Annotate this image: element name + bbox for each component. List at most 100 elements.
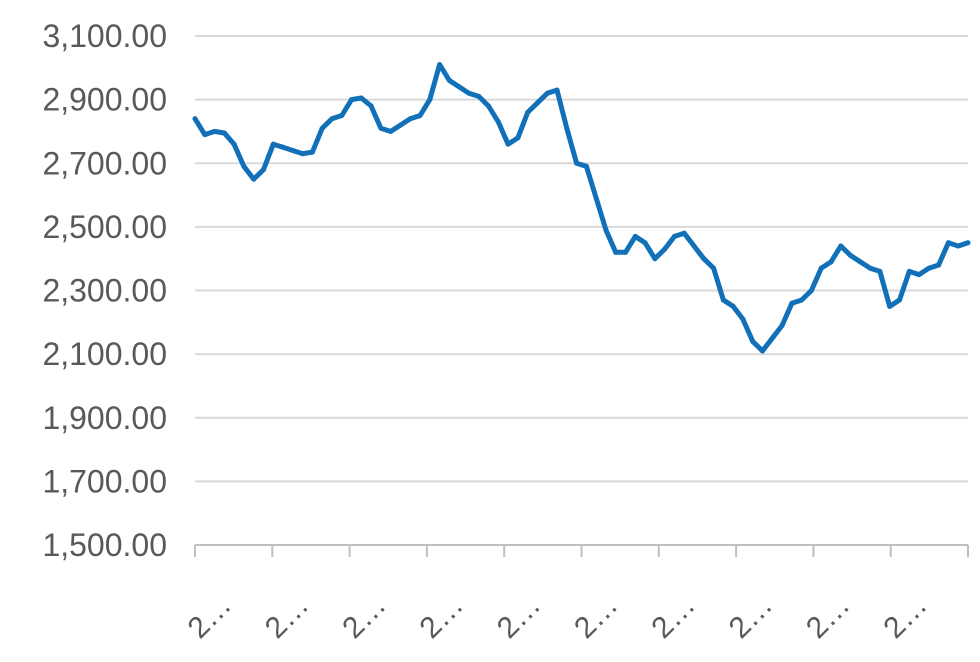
data-point	[652, 256, 658, 262]
data-point	[623, 249, 629, 255]
data-point	[720, 297, 726, 303]
data-point	[574, 160, 580, 166]
data-point	[446, 78, 452, 84]
data-point	[476, 93, 482, 99]
data-point	[906, 268, 912, 274]
data-point	[955, 243, 961, 249]
data-point	[466, 90, 472, 96]
y-tick-label: 1,900.00	[42, 400, 167, 436]
data-point	[769, 335, 775, 341]
data-point	[388, 128, 394, 134]
y-tick-label: 1,500.00	[42, 527, 167, 563]
x-tick-label: 2…	[336, 589, 392, 645]
data-point	[368, 103, 374, 109]
series-group	[192, 62, 971, 354]
data-point	[916, 272, 922, 278]
y-tick-label: 3,100.00	[42, 18, 167, 54]
series-line	[192, 62, 971, 354]
data-point	[525, 109, 531, 115]
data-point	[760, 348, 766, 354]
y-tick-label: 2,500.00	[42, 209, 167, 245]
data-point	[681, 230, 687, 236]
data-point	[789, 300, 795, 306]
y-tick-label: 2,900.00	[42, 82, 167, 118]
y-tick-label: 2,100.00	[42, 336, 167, 372]
data-point	[691, 243, 697, 249]
x-tick-label: 2…	[259, 589, 315, 645]
y-tick-label: 2,300.00	[42, 273, 167, 309]
data-point	[241, 163, 247, 169]
data-point	[309, 149, 315, 155]
data-point	[857, 259, 863, 265]
data-point	[397, 122, 403, 128]
data-point	[544, 90, 550, 96]
data-point	[945, 240, 951, 246]
data-point	[251, 176, 257, 182]
data-point	[212, 128, 218, 134]
data-point	[936, 262, 942, 268]
data-point	[730, 303, 736, 309]
data-point	[926, 265, 932, 271]
data-point	[877, 268, 883, 274]
data-point	[867, 265, 873, 271]
data-point	[358, 95, 364, 101]
data-point	[270, 141, 276, 147]
data-point	[818, 265, 824, 271]
x-tick-label: 2…	[723, 589, 779, 645]
data-point	[221, 130, 227, 136]
x-tick-label: 2…	[414, 589, 470, 645]
data-point	[613, 249, 619, 255]
y-tick-label: 2,700.00	[42, 145, 167, 181]
x-axis: 2… 2… 2… 2… 2… 2… 2… 2… 2… 2…	[182, 544, 969, 645]
data-point	[848, 253, 854, 259]
x-tick-label: 2…	[800, 589, 856, 645]
data-point	[437, 62, 443, 68]
data-point	[662, 246, 668, 252]
data-point	[897, 297, 903, 303]
data-point	[671, 233, 677, 239]
data-point	[564, 125, 570, 131]
data-point	[319, 125, 325, 131]
data-point	[887, 303, 893, 309]
x-tick-label: 2…	[568, 589, 624, 645]
x-tick-label: 2…	[491, 589, 547, 645]
data-point	[603, 227, 609, 233]
y-axis: 1,500.00 1,700.00 1,900.00 2,100.00 2,300.00…	[42, 18, 167, 563]
data-point	[838, 243, 844, 249]
data-point	[583, 163, 589, 169]
data-point	[290, 148, 296, 154]
data-point	[231, 141, 237, 147]
x-tick-label: 2…	[645, 589, 701, 645]
data-point	[202, 132, 208, 138]
data-point	[740, 316, 746, 322]
data-point	[407, 116, 413, 122]
data-point	[339, 113, 345, 119]
data-point	[701, 256, 707, 262]
data-point	[505, 141, 511, 147]
data-point	[750, 338, 756, 344]
data-point	[427, 97, 433, 103]
data-point	[828, 259, 834, 265]
data-point	[329, 116, 335, 122]
data-point	[378, 125, 384, 131]
data-point	[593, 195, 599, 201]
data-point	[554, 87, 560, 93]
data-point	[417, 113, 423, 119]
x-tick-label: 2…	[877, 589, 933, 645]
data-point	[260, 167, 266, 173]
data-point	[192, 116, 198, 122]
data-point	[808, 288, 814, 293]
data-point	[711, 265, 717, 271]
data-point	[456, 84, 462, 90]
data-point	[534, 100, 540, 106]
data-point	[495, 119, 501, 125]
y-tick-label: 1,700.00	[42, 463, 167, 499]
data-point	[280, 144, 286, 150]
data-point	[349, 97, 355, 103]
data-point	[632, 233, 638, 239]
data-point	[486, 103, 492, 109]
data-point	[515, 135, 521, 141]
x-tick-label: 2…	[182, 589, 238, 645]
data-point	[642, 240, 648, 246]
